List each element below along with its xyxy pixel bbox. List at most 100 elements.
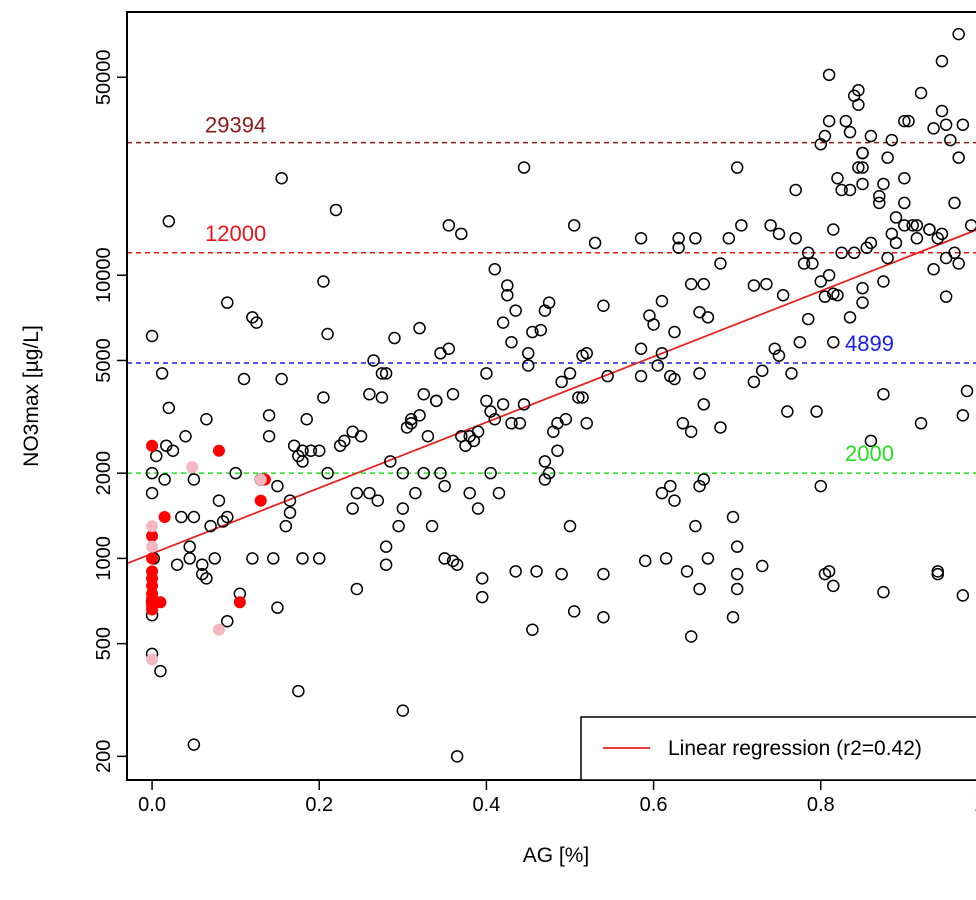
data-point-0-286: [902, 114, 915, 128]
data-point-0-167: [597, 567, 610, 581]
data-point-0-108: [450, 558, 464, 571]
data-point-0-192: [689, 519, 702, 533]
data-point-0-242: [822, 68, 836, 82]
data-point-0-58: [304, 444, 318, 457]
data-point-0-139: [521, 359, 535, 372]
data-point-0-215: [755, 364, 769, 377]
data-point-0-154: [559, 412, 573, 426]
data-point-0-246: [827, 579, 840, 593]
data-point-0-168: [601, 369, 614, 383]
y-axis: 200 500 1000 2000 5000 10000 50000: [93, 49, 127, 773]
highlight-point-1-12: [154, 596, 167, 609]
data-point-0-27: [204, 519, 217, 533]
data-point-0-165: [597, 610, 610, 624]
data-point-0-28: [208, 552, 222, 565]
data-point-0-103: [438, 552, 451, 565]
data-point-0-114: [463, 486, 476, 500]
data-point-0-305: [944, 133, 957, 147]
data-point-0-159: [572, 391, 585, 404]
data-point-0-92: [413, 409, 426, 422]
data-point-0-225: [789, 183, 802, 197]
data-point-0-21: [187, 510, 201, 524]
data-point-0-302: [939, 251, 953, 265]
y-tick-label: 2000: [93, 451, 115, 496]
data-point-0-211: [730, 161, 744, 174]
highlight-point-1-2: [146, 552, 159, 565]
x-tick-label: 0.2: [305, 794, 333, 816]
data-point-0-311: [956, 589, 970, 602]
data-point-0-208: [730, 540, 744, 553]
data-point-0-185: [672, 241, 685, 255]
data-point-0-228: [797, 257, 811, 270]
highlight-point-2-2: [146, 653, 159, 666]
data-point-0-202: [701, 311, 715, 324]
data-point-0-248: [831, 171, 844, 185]
data-point-0-253: [843, 311, 857, 324]
data-point-0-145: [538, 473, 552, 486]
data-point-0-300: [935, 54, 949, 68]
data-point-0-155: [563, 519, 577, 533]
y-tick-label: 200: [93, 740, 115, 773]
data-point-0-301: [935, 227, 949, 241]
data-point-0-71: [350, 582, 364, 596]
data-point-0-83: [388, 331, 401, 345]
data-point-0-259: [852, 83, 865, 97]
highlight-point-2-5: [254, 473, 267, 486]
highlight-point-1-0: [146, 439, 159, 452]
data-point-0-312: [956, 409, 970, 422]
data-point-0-87: [396, 704, 410, 717]
data-point-0-175: [651, 359, 665, 372]
data-point-0-196: [693, 367, 706, 380]
data-point-0-131: [505, 335, 518, 349]
data-point-0-67: [338, 434, 351, 448]
data-point-0-9: [155, 367, 169, 380]
y-tick-label: 1000: [93, 536, 115, 581]
data-point-0-30: [216, 515, 230, 528]
data-point-0-186: [672, 232, 685, 245]
data-point-0-86: [396, 502, 410, 515]
data-point-0-79: [379, 558, 393, 571]
data-point-0-121: [480, 394, 493, 408]
data-point-0-205: [722, 232, 736, 245]
data-points: [145, 27, 976, 763]
data-point-0-282: [898, 196, 911, 210]
data-point-0-210: [730, 567, 744, 581]
data-point-0-303: [939, 290, 953, 303]
data-point-0-271: [873, 190, 886, 203]
data-point-0-172: [638, 554, 652, 568]
data-point-0-191: [684, 277, 698, 291]
data-point-0-307: [948, 246, 961, 260]
data-point-0-85: [396, 466, 410, 480]
reference-label-29394: 29394: [205, 113, 266, 138]
data-point-0-24: [195, 567, 209, 581]
data-point-0-43: [267, 552, 280, 565]
data-point-0-166: [597, 299, 610, 313]
data-point-0-278: [885, 133, 899, 147]
data-point-0-48: [279, 519, 293, 533]
data-point-0-132: [505, 417, 518, 430]
highlight-point-2-1: [146, 540, 159, 553]
data-point-0-187: [676, 417, 690, 430]
data-point-0-308: [952, 27, 965, 41]
data-point-0-182: [668, 372, 681, 386]
data-point-0-256: [847, 246, 861, 260]
legend-entry-label: Linear regression (r2=0.42): [668, 737, 922, 760]
data-point-0-89: [404, 417, 418, 430]
highlight-point-2-4: [212, 623, 225, 636]
data-point-0-5: [145, 329, 159, 343]
data-point-0-105: [442, 342, 456, 355]
data-point-0-53: [292, 684, 305, 698]
data-point-0-144: [538, 455, 552, 468]
data-point-0-227: [793, 335, 807, 349]
data-point-0-265: [856, 146, 869, 160]
data-point-0-232: [810, 405, 823, 418]
y-tick-label: 500: [93, 627, 115, 660]
data-point-0-44: [271, 479, 284, 493]
data-point-0-224: [785, 367, 798, 380]
data-point-0-158: [567, 605, 581, 618]
data-point-0-65: [329, 203, 343, 217]
data-point-0-25: [200, 572, 213, 585]
data-point-0-69: [346, 502, 359, 515]
data-point-0-190: [684, 630, 698, 643]
